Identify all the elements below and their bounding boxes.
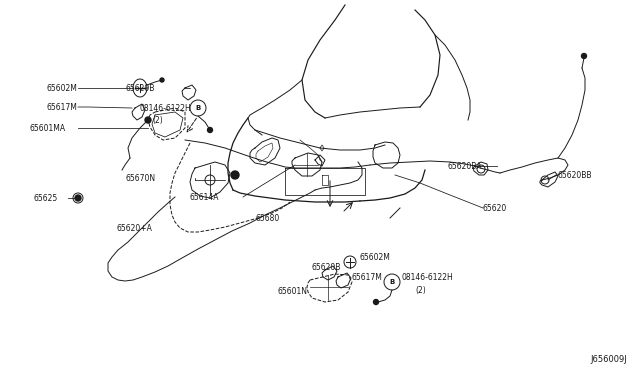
Text: 65620BA: 65620BA: [448, 161, 483, 170]
Text: 65620: 65620: [483, 203, 508, 212]
Text: 08146-6122H: 08146-6122H: [140, 103, 192, 112]
Text: 65620+A: 65620+A: [116, 224, 152, 232]
Text: 65617M: 65617M: [352, 273, 383, 282]
Text: 65670N: 65670N: [125, 173, 155, 183]
Text: 65617M: 65617M: [46, 103, 77, 112]
Circle shape: [582, 54, 586, 58]
Text: 65680: 65680: [255, 214, 279, 222]
Text: 65602M: 65602M: [46, 83, 77, 93]
Text: 65601MA: 65601MA: [29, 124, 65, 132]
Text: 65620B: 65620B: [125, 83, 154, 93]
Text: 08146-6122H: 08146-6122H: [402, 273, 454, 282]
Text: B: B: [195, 105, 200, 111]
Circle shape: [160, 78, 164, 82]
Text: 65614A: 65614A: [190, 192, 220, 202]
Text: 65625: 65625: [33, 193, 57, 202]
Text: 65620BB: 65620BB: [558, 170, 593, 180]
Text: J656009J: J656009J: [590, 355, 627, 364]
Text: B: B: [389, 279, 395, 285]
Circle shape: [75, 195, 81, 201]
Text: 65620B: 65620B: [312, 263, 341, 273]
Circle shape: [374, 299, 378, 305]
Text: (2): (2): [152, 115, 163, 125]
Circle shape: [145, 117, 151, 123]
Circle shape: [207, 128, 212, 132]
Text: 65601N: 65601N: [278, 288, 308, 296]
Text: (2): (2): [415, 285, 426, 295]
Text: 65602M: 65602M: [360, 253, 391, 263]
Circle shape: [231, 171, 239, 179]
